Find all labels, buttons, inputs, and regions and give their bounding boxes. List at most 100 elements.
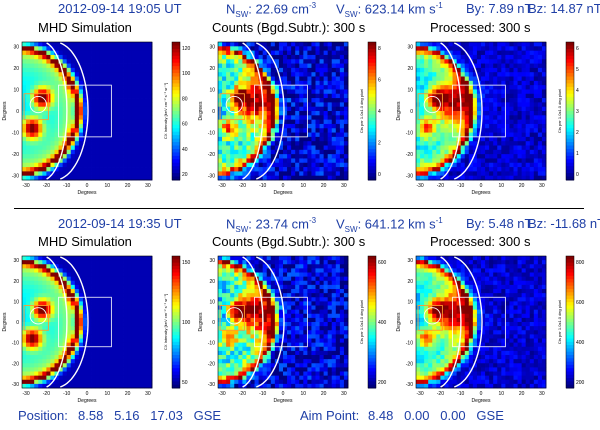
- x-tick-label: 10: [499, 183, 505, 189]
- x-tick-label: -20: [239, 183, 246, 189]
- colorbar-tick-label: 200: [576, 380, 585, 386]
- y-tick-label: -20: [406, 361, 413, 367]
- row2-mhd-panel: -30 -20 -10 0 10 20 303020100-10-20-30DegreesD…: [2, 255, 191, 404]
- y-tick-label: -10: [406, 131, 413, 137]
- colorbar-label: Cts per 1.0x1.0 deg pixel: [359, 89, 364, 133]
- footer: Position: 8.58 5.16 17.03 GSE Aim Point:…: [0, 408, 600, 426]
- x-tick-label: 0: [86, 183, 89, 189]
- y-axis-label: Degrees: [2, 312, 8, 331]
- x-tick-label: 0: [86, 391, 89, 397]
- colorbar-tick-label: 150: [182, 260, 191, 266]
- earth-circle: [29, 307, 47, 325]
- y-tick-label: -30: [406, 174, 413, 180]
- colorbar-tick-label: 800: [576, 260, 585, 266]
- x-tick-label: 20: [125, 183, 131, 189]
- x-tick-label: -10: [457, 391, 464, 397]
- y-tick-label: -10: [12, 341, 19, 347]
- y-tick-label: -30: [406, 382, 413, 388]
- y-tick-label: -10: [208, 131, 215, 137]
- x-axis-label: Degrees: [274, 190, 293, 196]
- x-tick-label: 20: [125, 391, 131, 397]
- axes: -30 -20 -10 0 10 20 30 30 20 10 0 -10 -20 -30 Degrees D…: [198, 258, 347, 404]
- y-axis-label: Degrees: [396, 101, 402, 120]
- row1-nsw: NSW: 22.69 cm-3: [226, 1, 317, 19]
- colorbar-tick-label: 6: [378, 78, 381, 84]
- heatmap: [416, 256, 547, 389]
- x-tick-label: 20: [321, 391, 327, 397]
- y-tick-label: -20: [406, 152, 413, 158]
- colorbar: 120 100 80 60 40 20 CX Intensity [keV cm⁻² s⁻¹…: [163, 41, 191, 181]
- row2-datetime: 2012-09-14 19:35 UT: [58, 216, 182, 231]
- earth-circle: [29, 95, 47, 114]
- position-label: Position:: [18, 408, 68, 423]
- y-tick-label: -30: [208, 174, 215, 180]
- x-tick-label: -20: [239, 391, 246, 397]
- y-tick-label: -10: [208, 341, 215, 347]
- y-tick-label: 0: [16, 320, 19, 326]
- colorbar-tick-label: 5: [576, 67, 579, 73]
- colorbar-tick-label: 200: [378, 380, 387, 386]
- y-tick-label: 0: [410, 109, 413, 115]
- row1-panel2-title: Counts (Bgd.Subtr.): 300 s: [212, 20, 366, 35]
- colorbar-tick-label: 3: [576, 109, 579, 115]
- y-tick-label: 20: [13, 279, 19, 285]
- colorbar-label: Cts per 1.0x1.0 deg pixel: [359, 300, 364, 344]
- x-tick-label: -30: [218, 391, 225, 397]
- orange-box: [23, 305, 49, 331]
- x-tick-label: -30: [218, 183, 225, 189]
- y-tick-label: 20: [209, 279, 215, 285]
- x-tick-label: -10: [259, 183, 266, 189]
- row1-panel1-title: MHD Simulation: [38, 20, 132, 35]
- colorbar-label: CX Intensity [keV cm⁻² s⁻¹ sr⁻¹]: [163, 83, 168, 139]
- colorbar-tick-label: 600: [378, 260, 387, 266]
- earth-circle: [225, 307, 243, 325]
- y-tick-label: 30: [209, 258, 215, 264]
- x-tick-label: -20: [437, 183, 444, 189]
- colorbar-tick-label: 400: [378, 320, 387, 326]
- x-tick-label: 30: [341, 391, 347, 397]
- y-tick-label: -30: [208, 382, 215, 388]
- plot-frame: [217, 255, 349, 389]
- orange-box: [417, 305, 443, 331]
- row2-panel3-title: Processed: 300 s: [430, 234, 531, 249]
- colorbar-tick-label: 0: [576, 172, 579, 178]
- y-tick-label: 0: [410, 320, 413, 326]
- x-tick-label: 20: [519, 183, 525, 189]
- colorbar-tick-label: 80: [182, 96, 188, 102]
- y-tick-label: 20: [407, 66, 413, 72]
- x-tick-label: -10: [259, 391, 266, 397]
- y-axis-label: Degrees: [2, 101, 8, 120]
- colorbar-tick-label: 600: [576, 300, 585, 306]
- y-tick-label: 10: [407, 87, 413, 93]
- x-tick-label: 10: [301, 391, 307, 397]
- colorbar-label: CX Intensity [keV cm⁻² s⁻¹ sr⁻¹]: [163, 294, 168, 350]
- heatmap: [22, 42, 153, 181]
- x-tick-label: -30: [416, 183, 423, 189]
- y-tick-label: 10: [209, 299, 215, 305]
- colorbar: 150 100 50 CX Intensity [keV cm⁻² s⁻¹ sr⁻¹]: [163, 255, 191, 389]
- row2-panel1-title: MHD Simulation: [38, 234, 132, 249]
- y-tick-label: -20: [12, 152, 19, 158]
- y-tick-label: 30: [13, 258, 19, 264]
- heatmap: [416, 42, 547, 181]
- y-tick-label: 0: [16, 109, 19, 115]
- plot-frame: [415, 41, 547, 181]
- row1-processed-panel: -30 -20 -10 0 10 20 303020100-10-20-30DegreesD…: [396, 41, 579, 196]
- plot-frame: [415, 255, 547, 389]
- y-tick-label: 10: [209, 87, 215, 93]
- x-tick-label: 10: [499, 391, 505, 397]
- y-tick-label: -30: [12, 174, 19, 180]
- colorbar-tick-label: 50: [182, 380, 188, 386]
- row1-panel3-title: Processed: 300 s: [430, 20, 531, 35]
- x-tick-label: 30: [341, 183, 347, 189]
- x-axis-label: Degrees: [78, 190, 97, 196]
- row2-counts-panel: -30 -20 -10 0 10 20 30 30 20 10 0 -10 -20 -30 Degrees D…: [198, 255, 387, 404]
- x-axis-label: Degrees: [472, 398, 491, 404]
- row1-mhd-panel: -30 -20 -10 0 10 20 303020100-10-20-30DegreesD…: [2, 41, 191, 196]
- y-axis-label: Degrees: [198, 312, 204, 331]
- colorbar-tick-label: 120: [182, 46, 191, 52]
- axes: -30 -20 -10 0 10 20 30 30 20 10 0 -10 -20 -30 Degrees D…: [396, 44, 545, 196]
- y-tick-label: 0: [212, 320, 215, 326]
- y-tick-label: 30: [13, 44, 19, 50]
- x-tick-label: 30: [539, 183, 545, 189]
